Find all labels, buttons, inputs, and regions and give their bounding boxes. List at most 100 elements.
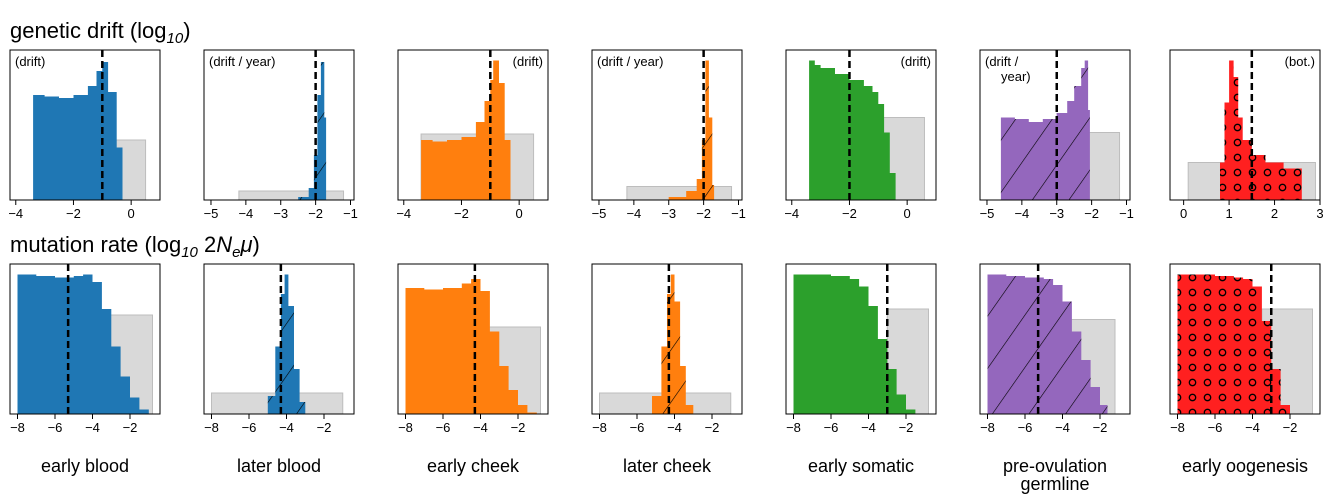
x-tick-label: −1 <box>731 206 746 221</box>
panel-drift-4: −4 −2 0 (drift) <box>784 49 937 221</box>
x-tick-label: −4 <box>1245 420 1260 435</box>
x-tick-label: −4 <box>626 206 641 221</box>
x-tick-label: −4 <box>279 420 294 435</box>
posterior-hatch <box>627 274 694 414</box>
x-tick-label: −8 <box>204 420 219 435</box>
axes-frame <box>397 263 549 415</box>
panel-mutation-2: −8 −6 −4 −2 <box>397 263 549 435</box>
posterior-histogram <box>17 274 149 414</box>
x-tick-label: −2 <box>899 420 914 435</box>
x-tick-label: −4 <box>85 420 100 435</box>
posterior-histogram <box>405 279 537 414</box>
column-label: germline <box>1020 474 1089 494</box>
x-tick-label: −2 <box>66 206 81 221</box>
panel-mutation-3: −8 −6 −4 −2 <box>591 263 743 435</box>
x-tick-label: 0 <box>128 206 135 221</box>
panel-drift-3: −5 −4 −3 −2 −1 (drift / year) <box>591 49 746 221</box>
posterior-histogram <box>809 60 896 200</box>
panel-mutation-5: −8 −6 −4 −2 <box>979 263 1131 435</box>
x-tick-label: −8 <box>592 420 607 435</box>
x-tick-label: −2 <box>308 206 323 221</box>
posterior-hatch <box>1000 60 1090 200</box>
x-tick-label: −2 <box>705 420 720 435</box>
axes-frame <box>979 263 1131 415</box>
panel-annotation: (bot.) <box>1285 54 1315 69</box>
axes-frame <box>1169 49 1321 201</box>
x-tick-label: −6 <box>48 420 63 435</box>
posterior-histogram <box>793 274 916 414</box>
x-tick-label: −4 <box>396 206 411 221</box>
x-tick-label: −6 <box>242 420 257 435</box>
x-tick-label: −4 <box>1055 420 1070 435</box>
x-tick-label: −5 <box>980 206 995 221</box>
panels: −4 −2 0 (drift) −5 −4 −3 −2 −1 (drift / year) −4 −2… <box>8 49 1324 435</box>
posterior-dots <box>1213 60 1302 200</box>
x-tick-label: −8 <box>398 420 413 435</box>
x-tick-label: −8 <box>1170 420 1185 435</box>
posterior-hatch <box>633 60 715 200</box>
panel-annotation: (drift) <box>513 54 543 69</box>
column-label: early cheek <box>427 456 520 476</box>
x-tick-label: 0 <box>1180 206 1187 221</box>
x-tick-label: −1 <box>1119 206 1134 221</box>
x-tick-label: −2 <box>842 206 857 221</box>
x-tick-label: −3 <box>1049 206 1064 221</box>
column-label: later blood <box>237 456 321 476</box>
axes-frame <box>785 263 937 415</box>
panel-mutation-0: −8 −6 −4 −2 <box>9 263 161 435</box>
x-tick-label: −4 <box>861 420 876 435</box>
panel-drift-0: −4 −2 0 (drift) <box>8 49 161 221</box>
column-label: early oogenesis <box>1182 456 1308 476</box>
panel-annotation: (drift / year) <box>597 54 663 69</box>
panel-drift-1: −5 −4 −3 −2 −1 (drift / year) <box>203 49 358 221</box>
posterior-histogram <box>33 62 123 200</box>
panel-mutation-4: −8 −6 −4 −2 <box>785 263 937 435</box>
x-tick-label: −4 <box>784 206 799 221</box>
x-tick-label: −6 <box>630 420 645 435</box>
column-label: later cheek <box>623 456 712 476</box>
x-tick-label: −2 <box>1084 206 1099 221</box>
row-title-drift: genetic drift (log10) <box>10 18 191 47</box>
axes-frame <box>397 49 549 201</box>
posterior-hatch <box>249 274 306 414</box>
panel-annotation: (drift) <box>901 54 931 69</box>
x-tick-label: −4 <box>473 420 488 435</box>
x-tick-label: −5 <box>592 206 607 221</box>
column-label: early blood <box>41 456 129 476</box>
column-label: early somatic <box>808 456 914 476</box>
x-tick-label: 1 <box>1225 206 1232 221</box>
axes-frame <box>979 49 1131 201</box>
x-tick-label: −5 <box>204 206 219 221</box>
x-tick-label: −6 <box>824 420 839 435</box>
row-title-mutation: mutation rate (log10 2Neμ) <box>10 232 260 261</box>
posterior-hatch <box>987 274 1108 414</box>
panel-mutation-6: −8 −6 −4 −2 <box>1169 263 1321 435</box>
x-tick-label: −6 <box>1018 420 1033 435</box>
posterior-dots <box>1177 274 1290 414</box>
column-label: pre-ovulation <box>1003 456 1107 476</box>
x-tick-label: −6 <box>1208 420 1223 435</box>
x-tick-label: −4 <box>238 206 253 221</box>
x-tick-label: −6 <box>436 420 451 435</box>
posterior-hatch <box>263 62 327 200</box>
axes-frame <box>9 263 161 415</box>
axes-frame <box>203 49 355 201</box>
x-tick-label: −2 <box>123 420 138 435</box>
x-tick-label: 2 <box>1271 206 1278 221</box>
x-tick-label: −8 <box>980 420 995 435</box>
x-tick-label: −4 <box>667 420 682 435</box>
x-tick-label: −8 <box>10 420 25 435</box>
panel-annotation: (drift / year) <box>209 54 275 69</box>
x-tick-label: 3 <box>1316 206 1323 221</box>
x-tick-label: 0 <box>516 206 523 221</box>
x-tick-label: −2 <box>696 206 711 221</box>
panel-annotation: (drift) <box>15 54 45 69</box>
x-tick-label: −2 <box>454 206 469 221</box>
panel-drift-2: −4 −2 0 (drift) <box>396 49 549 221</box>
x-tick-label: −4 <box>1014 206 1029 221</box>
x-tick-label: −3 <box>273 206 288 221</box>
axes-frame <box>785 49 937 201</box>
axes-frame <box>203 263 355 415</box>
x-tick-label: −2 <box>1093 420 1108 435</box>
